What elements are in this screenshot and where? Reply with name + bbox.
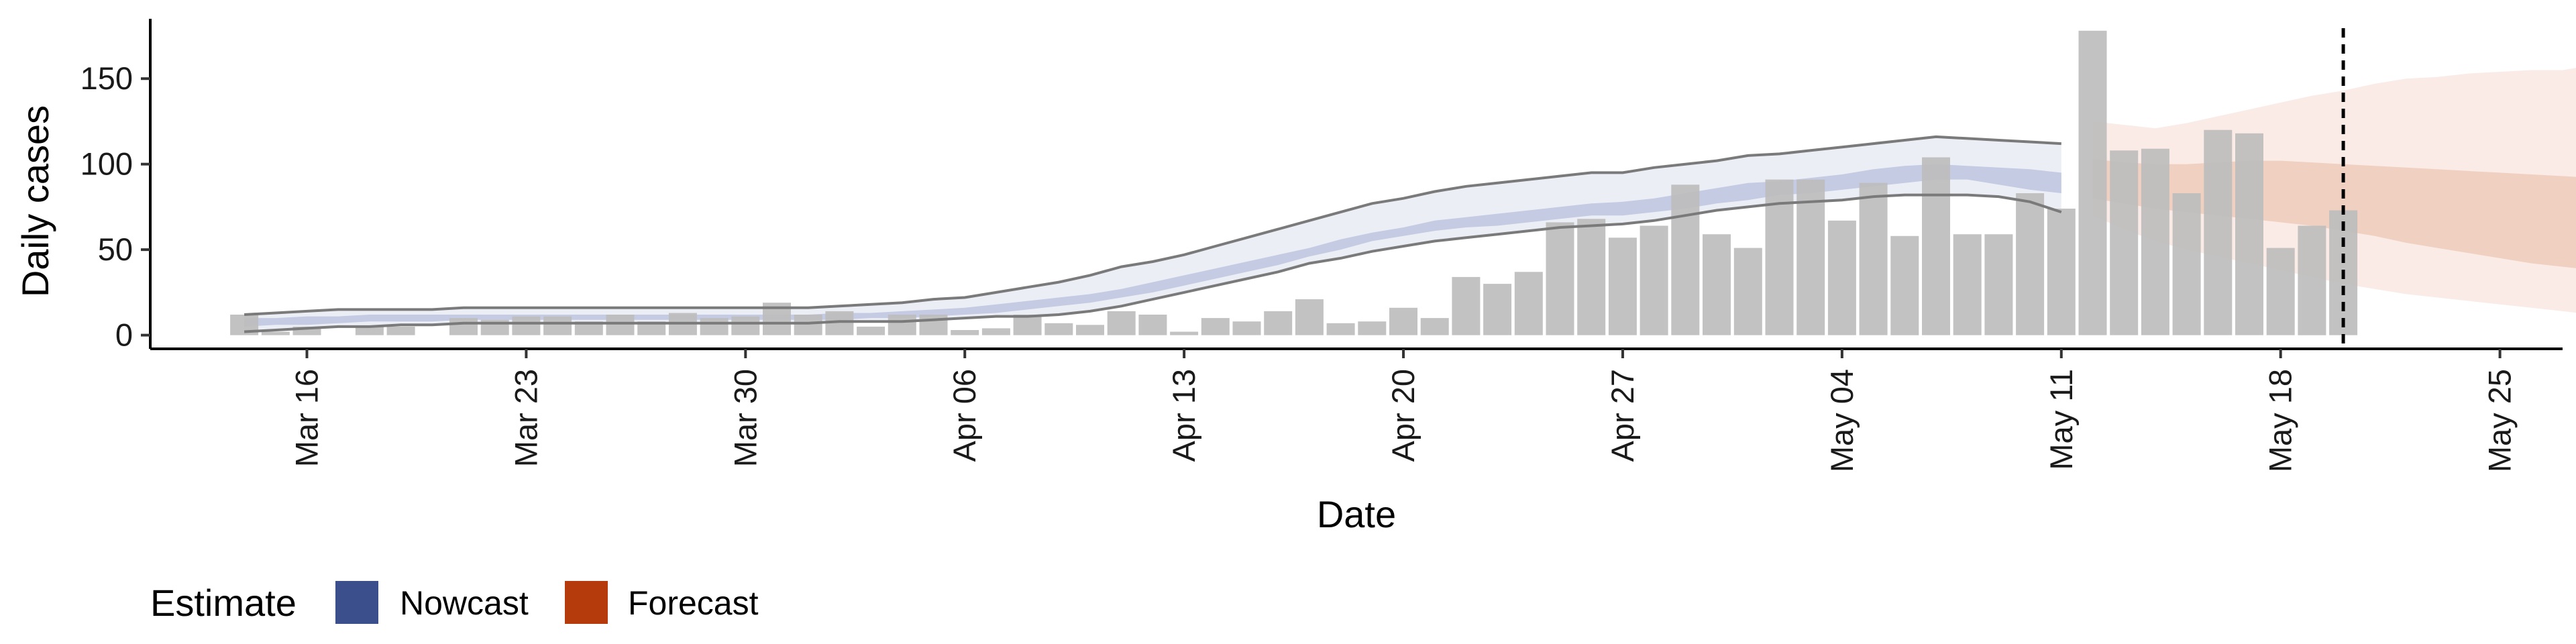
case-bar bbox=[2078, 30, 2107, 335]
case-bar bbox=[2172, 193, 2201, 335]
case-bar bbox=[888, 315, 916, 335]
case-bar bbox=[2266, 248, 2295, 335]
y-tick-label: 150 bbox=[80, 60, 133, 96]
nowcast-bound-lines bbox=[244, 135, 2062, 333]
case-bar bbox=[1953, 234, 1982, 335]
y-axis-title: Daily cases bbox=[14, 105, 56, 297]
case-bar bbox=[1389, 307, 1417, 335]
case-bar bbox=[1640, 225, 1668, 335]
x-tick-label: Apr 20 bbox=[1385, 369, 1421, 462]
x-tick-label: Apr 13 bbox=[1166, 369, 1201, 462]
x-ticks: Mar 16 Mar 23 Mar 30 Apr 06 Apr 13 Apr 20 Apr … bbox=[289, 349, 2518, 472]
case-bar bbox=[1483, 284, 1512, 335]
y-tick-label: 100 bbox=[80, 146, 133, 182]
case-bar bbox=[857, 326, 885, 335]
case-bar bbox=[1264, 311, 1293, 335]
case-bar bbox=[1044, 323, 1073, 335]
legend-swatch-nowcast bbox=[335, 581, 378, 624]
nowcast-upper-line bbox=[244, 135, 2061, 316]
case-bar bbox=[1796, 179, 1825, 335]
legend: Estimate Nowcast Forecast bbox=[150, 581, 759, 624]
case-bar bbox=[1232, 321, 1261, 335]
case-bar bbox=[449, 318, 478, 335]
y-tick-label: 0 bbox=[115, 317, 133, 353]
case-bar bbox=[1170, 331, 1199, 335]
x-tick-label: May 04 bbox=[1824, 369, 1860, 472]
y-tick-label: 50 bbox=[98, 231, 133, 267]
case-bar bbox=[1295, 299, 1324, 335]
x-tick-label: Apr 27 bbox=[1605, 369, 1640, 462]
legend-swatch-forecast bbox=[565, 581, 608, 624]
case-bar bbox=[261, 331, 290, 335]
case-bar bbox=[606, 315, 635, 335]
x-tick-label: May 18 bbox=[2263, 369, 2298, 472]
case-bar bbox=[951, 330, 979, 335]
case-bar bbox=[1452, 276, 1481, 335]
nowcast-inner-band bbox=[244, 164, 2061, 327]
legend-label-forecast: Forecast bbox=[628, 584, 759, 622]
case-bar bbox=[1201, 318, 1230, 335]
case-bar bbox=[1107, 311, 1136, 335]
case-bar bbox=[1890, 235, 1919, 335]
case-bar bbox=[2110, 150, 2139, 335]
case-bar bbox=[1013, 315, 1042, 335]
case-bar bbox=[1358, 321, 1387, 335]
legend-label-nowcast: Nowcast bbox=[400, 584, 529, 622]
case-bar bbox=[1608, 237, 1637, 335]
case-bar bbox=[2235, 133, 2263, 335]
case-bar bbox=[1984, 234, 2013, 335]
x-tick-label: Apr 06 bbox=[947, 369, 982, 462]
case-bar bbox=[1514, 272, 1543, 335]
case-bars bbox=[230, 30, 2358, 335]
case-bar bbox=[1671, 184, 1700, 335]
case-bar bbox=[386, 326, 415, 335]
case-bar bbox=[1326, 323, 1355, 335]
case-bar bbox=[2016, 193, 2045, 335]
x-axis-title: Date bbox=[1317, 493, 1396, 535]
case-bar bbox=[512, 316, 541, 335]
case-bar bbox=[981, 328, 1010, 335]
case-bar bbox=[1138, 315, 1167, 335]
case-bar bbox=[1703, 234, 1731, 335]
case-bar bbox=[1733, 248, 1762, 335]
case-bar bbox=[1827, 220, 1856, 335]
x-tick-label: Mar 16 bbox=[289, 369, 325, 467]
case-bar bbox=[1859, 182, 1888, 335]
case-bar bbox=[1420, 318, 1449, 335]
case-bar bbox=[543, 316, 572, 335]
legend-title: Estimate bbox=[150, 582, 297, 624]
axes bbox=[149, 19, 2563, 350]
case-bar bbox=[637, 321, 666, 335]
case-bar bbox=[1922, 157, 1950, 335]
nowcast-bands bbox=[244, 136, 2061, 332]
case-bar bbox=[2298, 225, 2326, 335]
x-tick-label: May 11 bbox=[2043, 369, 2079, 470]
case-bar bbox=[1076, 325, 1104, 335]
case-bar bbox=[919, 315, 948, 335]
nowcast-lower-line bbox=[244, 193, 2062, 333]
case-bar bbox=[700, 318, 729, 335]
case-bar bbox=[2141, 148, 2169, 335]
case-bar bbox=[1577, 219, 1606, 335]
case-bar bbox=[731, 316, 760, 335]
nowcast-outer-band bbox=[244, 136, 2061, 332]
x-tick-label: Mar 23 bbox=[508, 369, 543, 467]
case-bar bbox=[1546, 222, 1574, 335]
x-tick-label: May 25 bbox=[2482, 369, 2518, 472]
case-bar bbox=[2047, 209, 2076, 335]
case-bar bbox=[2204, 129, 2233, 335]
y-ticks: 0 50 100 150 bbox=[80, 60, 150, 353]
x-tick-label: Mar 30 bbox=[727, 369, 763, 467]
case-bar bbox=[355, 326, 384, 335]
case-bar bbox=[574, 321, 603, 335]
case-bar bbox=[794, 315, 822, 335]
